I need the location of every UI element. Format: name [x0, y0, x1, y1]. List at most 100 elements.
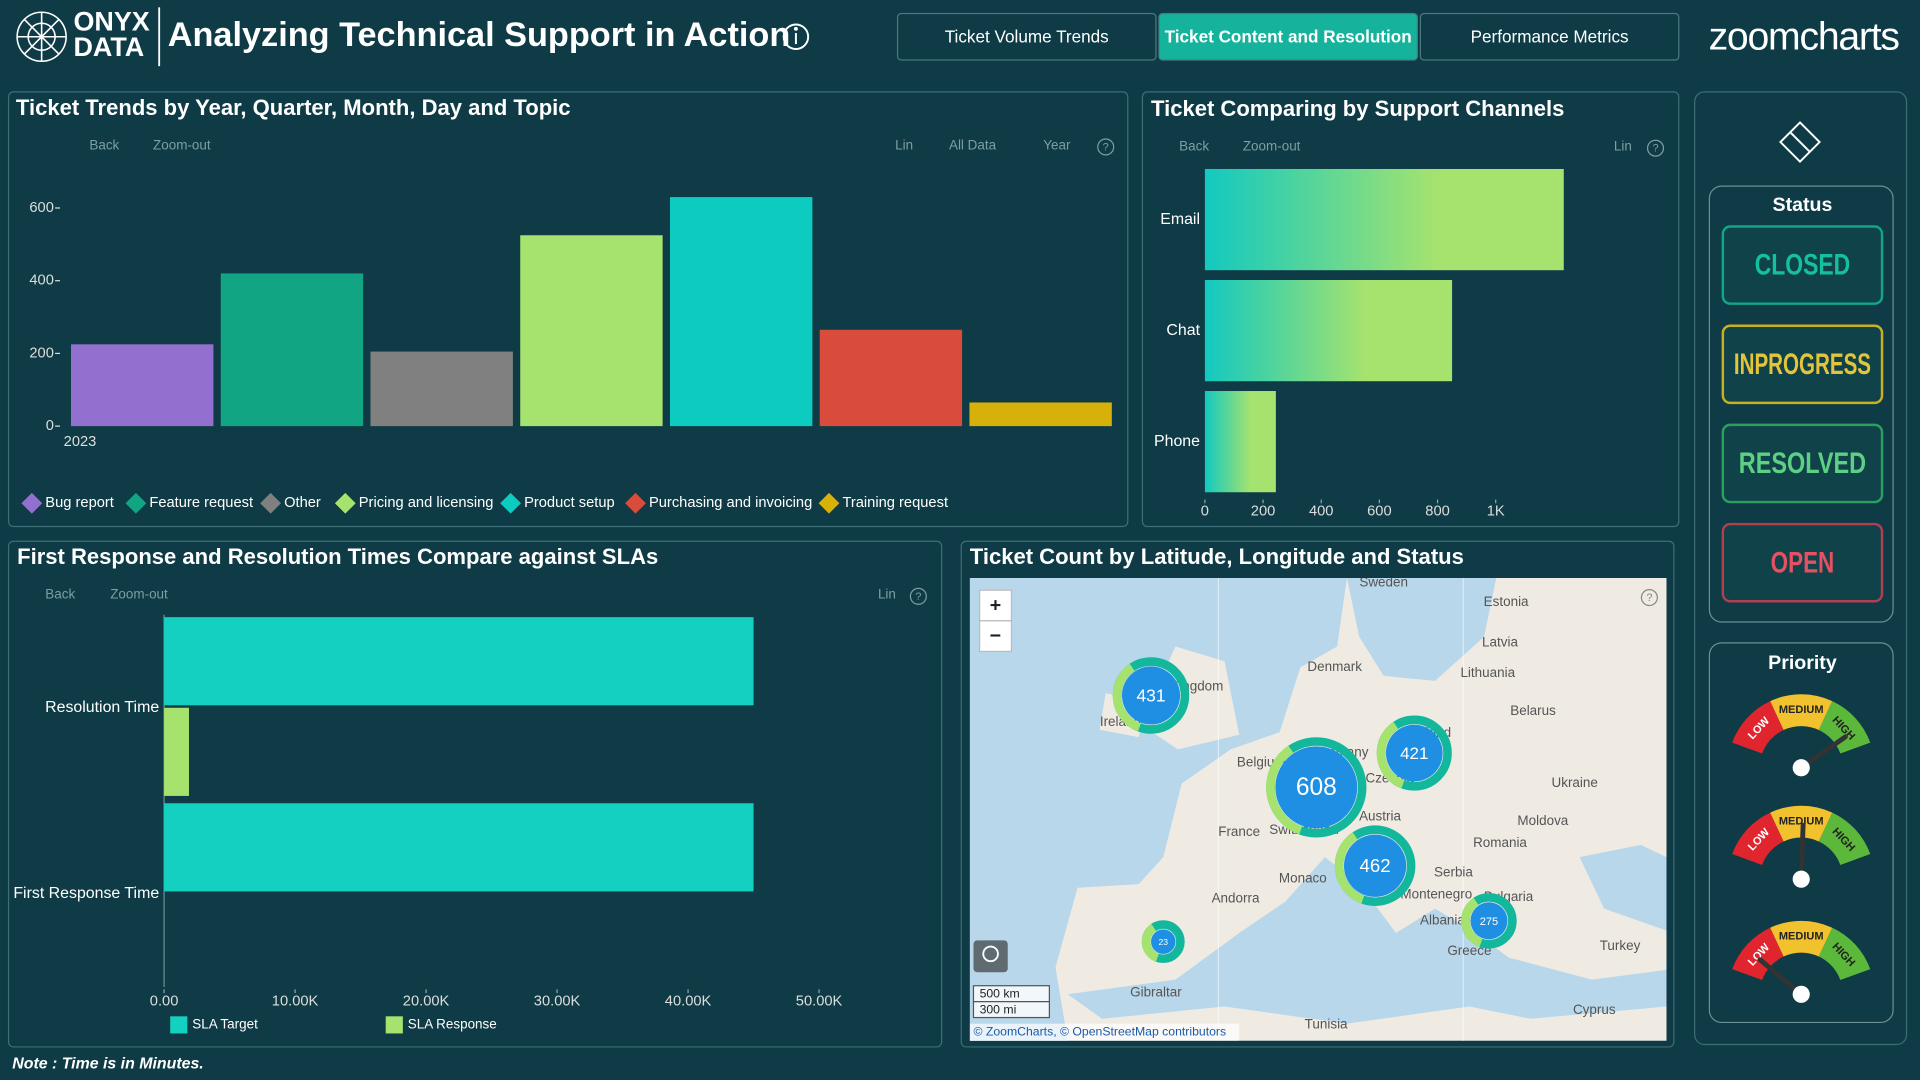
- gauge-pivot: [1792, 870, 1810, 888]
- map-place-label: Ukraine: [1552, 775, 1598, 790]
- map-scale-label: 300 mi: [980, 1002, 1017, 1016]
- toolbar-button: Zoom-out: [110, 587, 168, 602]
- gauge-segment[interactable]: [1818, 701, 1871, 754]
- map-sea: [1067, 857, 1667, 1024]
- x-tick-label: 20.00K: [403, 994, 450, 1010]
- x-tick-label: 50.00K: [796, 994, 843, 1010]
- cluster-bubble[interactable]: [1470, 902, 1508, 940]
- zoom-button-label: +: [990, 594, 1001, 616]
- status-button[interactable]: [1721, 423, 1884, 504]
- help-icon: [909, 587, 927, 605]
- gauge-segment[interactable]: [1732, 701, 1784, 754]
- bar: [71, 344, 214, 427]
- filter-title: Status: [1773, 194, 1833, 216]
- x-tick-label: 200: [1251, 504, 1276, 520]
- map-place-label: Latvia: [1482, 634, 1518, 649]
- gauge-segment[interactable]: [1732, 812, 1784, 865]
- panel-title: Ticket Comparing by Support Channels: [1151, 96, 1564, 121]
- legend-label: Purchasing and invoicing: [649, 495, 812, 511]
- toolbar-button: Lin: [1614, 139, 1632, 154]
- map-scale-label: 500 km: [980, 987, 1020, 1001]
- legend-swatch: [334, 492, 356, 514]
- cluster-ring: [1266, 737, 1367, 838]
- help-icon: ?: [915, 591, 921, 603]
- map-place-label: Gibraltar: [1130, 985, 1182, 1000]
- map-place-label: Sweden: [1359, 574, 1408, 589]
- tab[interactable]: [1419, 12, 1680, 61]
- status-button[interactable]: [1721, 522, 1884, 603]
- info-icon[interactable]: [782, 23, 810, 50]
- cluster-bubble[interactable]: [1151, 929, 1176, 954]
- cluster-label: 275: [1480, 916, 1499, 928]
- map-place-label: Belarus: [1510, 703, 1556, 718]
- cluster-bubble[interactable]: [1343, 834, 1407, 897]
- tab-label: Ticket Content and Resolution: [1165, 26, 1412, 46]
- map-place-label: Moldova: [1517, 813, 1568, 828]
- tab-label: Ticket Volume Trends: [945, 26, 1109, 46]
- cluster-bubble[interactable]: [1385, 724, 1443, 782]
- gauge-segment[interactable]: [1818, 812, 1871, 865]
- map-attribution: © ZoomCharts, © OpenStreetMap contributo…: [973, 1024, 1226, 1038]
- gauge-segment[interactable]: [1770, 805, 1833, 842]
- legend-label: SLA Target: [192, 1016, 258, 1031]
- bar: [220, 273, 364, 427]
- dashboard-title: Analyzing Technical Support in Action: [168, 16, 791, 54]
- x-tick-label: 800: [1425, 504, 1450, 520]
- lasso-icon: [982, 945, 999, 963]
- cluster-bubble[interactable]: [1275, 746, 1358, 829]
- bar: [520, 235, 663, 427]
- gauge-needle: [1798, 734, 1848, 771]
- map-scale: [972, 1001, 1050, 1019]
- help-icon: [1097, 138, 1115, 156]
- panel-title: Ticket Trends by Year, Quarter, Month, D…: [16, 95, 571, 120]
- map-sea: [1579, 844, 1667, 931]
- legend-label: Training request: [842, 495, 948, 511]
- panel: [7, 540, 943, 1048]
- status-button[interactable]: [1721, 225, 1884, 305]
- y-tick-label: First Response Time: [13, 885, 159, 902]
- map-sea: [969, 577, 1347, 1041]
- legend-label: SLA Response: [408, 1016, 497, 1031]
- cluster-label: 421: [1400, 744, 1428, 763]
- bar: [969, 402, 1112, 427]
- tab[interactable]: [1158, 12, 1418, 61]
- cluster-ring: [1334, 825, 1416, 907]
- cluster-label: 23: [1158, 937, 1168, 947]
- panel-title: First Response and Resolution Times Comp…: [17, 544, 658, 569]
- tab[interactable]: [896, 12, 1157, 61]
- status-button[interactable]: [1721, 324, 1884, 405]
- lasso-button[interactable]: [973, 940, 1008, 973]
- legend-swatch: [170, 1016, 188, 1034]
- map-place-label: Lithuania: [1460, 665, 1515, 680]
- cluster-ring: [1112, 657, 1190, 734]
- map-place-label: Austria: [1359, 808, 1401, 823]
- legend-label: Other: [284, 495, 321, 511]
- gauge-segment[interactable]: [1770, 694, 1833, 731]
- legend-swatch: [385, 1016, 403, 1034]
- gauge-segment[interactable]: [1732, 927, 1784, 981]
- gauge-label: MEDIUM: [1779, 704, 1824, 716]
- bar: [819, 329, 963, 427]
- cluster-bubble[interactable]: [1121, 666, 1181, 725]
- help-icon: [1640, 588, 1658, 607]
- zoom-button[interactable]: [978, 620, 1013, 653]
- bar: [370, 351, 513, 427]
- legend-label: Feature request: [149, 495, 253, 511]
- bar: [1204, 280, 1453, 382]
- y-tick-label: 600: [29, 200, 54, 216]
- x-tick-label: 40.00K: [665, 994, 712, 1010]
- toolbar-button: Zoom-out: [153, 137, 211, 152]
- toolbar-button: All Data: [949, 137, 997, 152]
- y-tick-label: Resolution Time: [45, 699, 159, 716]
- gauge-segment[interactable]: [1770, 920, 1833, 957]
- map-place-label: Turkey: [1600, 938, 1641, 953]
- gauge-segment[interactable]: [1818, 927, 1871, 981]
- gauge-needle: [1757, 957, 1804, 997]
- legend-label: Bug report: [45, 495, 114, 511]
- clear-filters-icon[interactable]: [1779, 121, 1821, 164]
- toolbar-button: Zoom-out: [1243, 139, 1301, 154]
- cluster-label: 431: [1136, 685, 1165, 705]
- y-tick-label: Email: [1160, 211, 1200, 228]
- gauge-pivot: [1792, 759, 1810, 777]
